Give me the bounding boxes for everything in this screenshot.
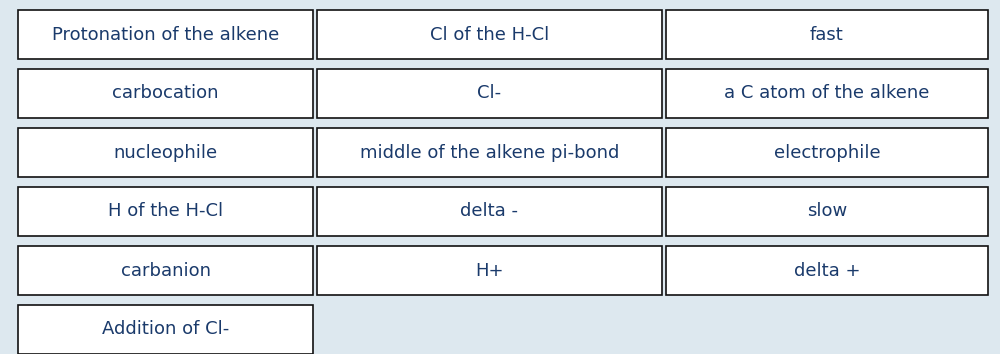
Text: delta -: delta - (460, 202, 518, 221)
Bar (666, 128, 988, 177)
Bar (317, 69, 662, 118)
Bar (666, 246, 988, 295)
Bar (18, 69, 313, 118)
Bar (317, 128, 662, 177)
Text: H of the H-Cl: H of the H-Cl (108, 202, 223, 221)
Text: electrophile: electrophile (774, 143, 880, 161)
Bar (317, 187, 662, 236)
Bar (18, 187, 313, 236)
Bar (666, 187, 988, 236)
Bar (666, 69, 988, 118)
Bar (18, 128, 313, 177)
Bar (317, 10, 662, 59)
Text: H+: H+ (475, 262, 504, 280)
Bar (666, 10, 988, 59)
Text: fast: fast (810, 25, 844, 44)
Text: nucleophile: nucleophile (113, 143, 218, 161)
Bar (18, 246, 313, 295)
Bar (18, 10, 313, 59)
Text: carbanion: carbanion (120, 262, 210, 280)
Text: slow: slow (807, 202, 847, 221)
Text: carbocation: carbocation (112, 85, 219, 103)
Text: middle of the alkene pi-bond: middle of the alkene pi-bond (360, 143, 619, 161)
Text: Addition of Cl-: Addition of Cl- (102, 320, 229, 338)
Text: a C atom of the alkene: a C atom of the alkene (724, 85, 930, 103)
Text: Protonation of the alkene: Protonation of the alkene (52, 25, 279, 44)
Bar (317, 246, 662, 295)
Bar (18, 305, 313, 354)
Text: Cl of the H-Cl: Cl of the H-Cl (430, 25, 549, 44)
Text: delta +: delta + (794, 262, 860, 280)
Text: Cl-: Cl- (477, 85, 502, 103)
